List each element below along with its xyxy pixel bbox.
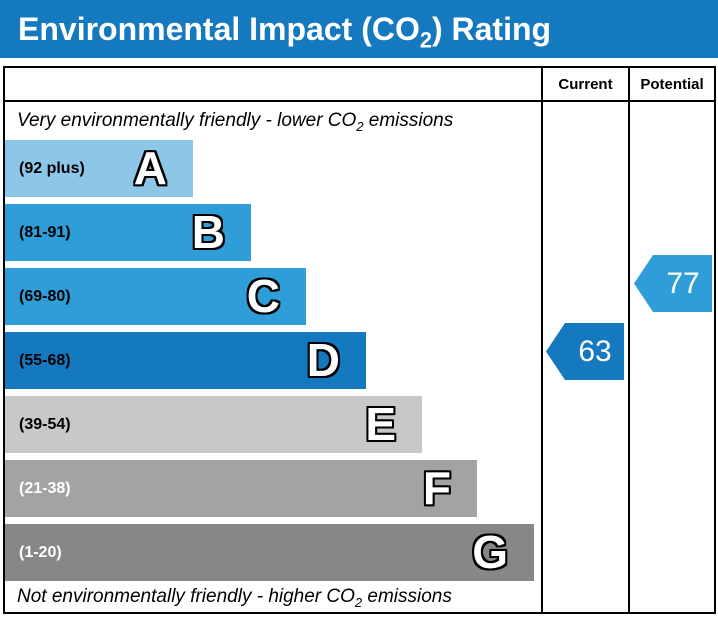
band-range: (69-80) (19, 287, 71, 305)
band-range: (39-54) (19, 415, 71, 433)
potential-rating-arrow: 77 (634, 255, 712, 312)
band-b: (81-91) B (5, 204, 251, 261)
top-note: Very environmentally friendly - lower CO… (17, 110, 454, 134)
header-corner-cell (5, 68, 541, 100)
band-range: (55-68) (19, 351, 71, 369)
band-range: (21-38) (19, 479, 71, 497)
band-c: (69-80) C (5, 268, 306, 325)
potential-column (628, 102, 714, 612)
current-column-header: Current (541, 68, 628, 100)
band-a: (92 plus) A (5, 140, 193, 197)
band-g: (1-20) G (5, 524, 534, 581)
band-letter: D (306, 334, 340, 386)
arrow-shape (546, 323, 624, 380)
band-range: (92 plus) (19, 159, 85, 177)
band-letter: G (472, 526, 508, 578)
band-e: (39-54) E (5, 396, 422, 453)
left-arrow-icon (634, 255, 712, 312)
potential-rating-value: 77 (666, 266, 700, 300)
table-body-row: Very environmentally friendly - lower CO… (5, 102, 714, 612)
chart-title: Environmental Impact (CO2) Rating (18, 10, 552, 52)
band-d: (55-68) D (5, 332, 366, 389)
table-header-row: Current Potential (5, 68, 714, 102)
current-rating-value: 63 (578, 334, 612, 368)
rating-bands: (92 plus) A (81-91) B (69-80) C (55-68) … (5, 140, 541, 581)
current-column (541, 102, 628, 612)
band-letter: C (246, 270, 280, 322)
potential-column-header: Potential (628, 68, 714, 100)
band-range: (1-20) (19, 543, 62, 561)
current-rating-arrow: 63 (546, 323, 624, 380)
band-letter: E (365, 398, 396, 450)
bottom-note: Not environmentally friendly - higher CO… (17, 585, 452, 610)
band-letter: F (422, 462, 451, 514)
band-letter: B (191, 206, 225, 258)
band-range: (81-91) (19, 223, 71, 241)
band-f: (21-38) F (5, 460, 477, 517)
band-letter: A (133, 142, 167, 194)
rating-bands-area: Very environmentally friendly - lower CO… (5, 102, 541, 612)
arrow-shape (634, 255, 712, 312)
left-arrow-icon (546, 323, 624, 380)
chart-title-bar: Environmental Impact (CO2) Rating (0, 0, 718, 58)
